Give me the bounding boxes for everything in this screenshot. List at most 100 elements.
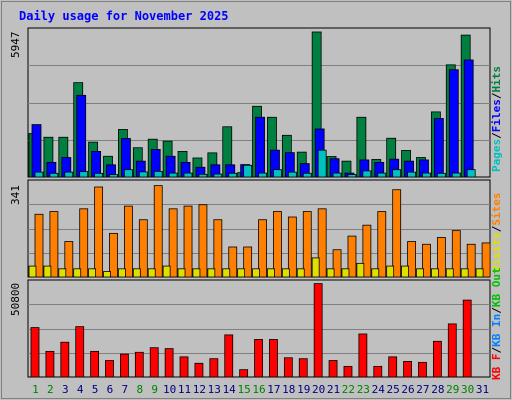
legend-entry: Pages bbox=[490, 139, 503, 172]
x-tick-label: 14 bbox=[223, 383, 237, 396]
sites-bar bbox=[258, 219, 267, 278]
kbf-bar bbox=[269, 339, 278, 378]
x-tick-label: 5 bbox=[92, 383, 99, 396]
sites-bar bbox=[138, 219, 148, 278]
pages-bar bbox=[153, 170, 163, 178]
kbf-bar bbox=[30, 327, 40, 378]
pages-bar bbox=[34, 171, 44, 178]
visits-bar bbox=[401, 265, 409, 278]
visits-bar bbox=[43, 265, 52, 278]
legend-separator: / bbox=[490, 92, 503, 99]
files-bar bbox=[31, 124, 42, 178]
pages-bar bbox=[49, 172, 59, 178]
sites-bar bbox=[302, 211, 312, 278]
visits-bar bbox=[296, 268, 305, 278]
legend-separator: / bbox=[490, 307, 503, 314]
x-tick-label: 12 bbox=[193, 383, 206, 396]
legend-entry: KB F bbox=[490, 354, 503, 381]
visits-bar bbox=[132, 268, 141, 278]
visits-bar bbox=[207, 268, 216, 278]
visits-bar bbox=[460, 268, 469, 278]
visits-bar bbox=[267, 268, 275, 278]
kbf-bar bbox=[105, 360, 114, 378]
legend-separator: / bbox=[490, 347, 503, 354]
pages-bar bbox=[407, 171, 416, 178]
kbf-bar bbox=[403, 361, 412, 378]
kbf-bar bbox=[120, 353, 129, 378]
sites-bar bbox=[64, 241, 74, 278]
pages-bar bbox=[213, 173, 223, 178]
sites-bar bbox=[228, 246, 238, 278]
files-bar bbox=[463, 59, 474, 178]
sites-bar bbox=[198, 204, 208, 278]
sites-bar bbox=[466, 243, 476, 278]
kbf-bar bbox=[313, 283, 323, 378]
kbf-bar bbox=[358, 333, 368, 378]
kbf-bar bbox=[75, 326, 85, 378]
x-tick-label: 28 bbox=[431, 383, 444, 396]
kb-ymax-label: 50800 bbox=[9, 283, 22, 316]
pages-bar bbox=[273, 169, 282, 178]
sites-bar bbox=[481, 242, 491, 278]
x-tick-label: 9 bbox=[151, 383, 158, 396]
visits-bar bbox=[237, 268, 246, 278]
kbf-bar bbox=[164, 348, 174, 378]
kbf-bar bbox=[179, 356, 189, 378]
visits-bar bbox=[162, 265, 171, 278]
visits-bar bbox=[416, 268, 424, 278]
x-tick-label: 18 bbox=[282, 383, 295, 396]
pages-bar bbox=[124, 169, 133, 178]
legend-separator: / bbox=[490, 225, 503, 232]
x-tick-label: 10 bbox=[163, 383, 176, 396]
chart-title: Daily usage for November 2025 bbox=[19, 9, 229, 23]
kbf-bar bbox=[328, 360, 338, 378]
legend-entry: KB Out bbox=[490, 267, 503, 307]
sites-bar bbox=[213, 219, 223, 278]
visits-bar bbox=[103, 271, 111, 278]
sites-bar bbox=[183, 205, 193, 278]
sites-bar bbox=[451, 230, 461, 278]
visits-bar bbox=[252, 268, 260, 278]
pages-bar bbox=[317, 149, 327, 178]
kbf-bar bbox=[149, 347, 159, 378]
pages-bar bbox=[228, 172, 238, 178]
x-tick-label: 8 bbox=[136, 383, 143, 396]
legend-3: KB F/KB In/KB Out bbox=[490, 267, 503, 380]
sites-ymax-label: 341 bbox=[9, 185, 22, 205]
hits-ymax-label: 5947 bbox=[9, 32, 22, 59]
x-tick-label: 16 bbox=[252, 383, 265, 396]
sites-bar bbox=[407, 241, 416, 278]
visits-bar bbox=[192, 268, 201, 278]
visits-bar bbox=[147, 268, 156, 278]
kbf-bar bbox=[447, 323, 457, 378]
pages-bar bbox=[287, 171, 297, 178]
sites-bar bbox=[377, 211, 387, 278]
legend-entry: KB In bbox=[490, 314, 503, 347]
visits-bar bbox=[281, 268, 290, 278]
pages-bar bbox=[94, 172, 104, 178]
x-tick-label: 17 bbox=[267, 383, 280, 396]
visits-bar bbox=[475, 268, 484, 278]
kbf-bar bbox=[298, 358, 308, 378]
x-tick-label: 4 bbox=[77, 383, 84, 396]
pages-bar bbox=[64, 171, 74, 178]
kbf-bar bbox=[45, 350, 55, 378]
sites-bar bbox=[332, 249, 342, 278]
sites-bar bbox=[243, 246, 253, 278]
pages-bar bbox=[377, 172, 387, 178]
pages-bar bbox=[183, 172, 193, 178]
visits-bar bbox=[371, 268, 380, 278]
sites-bar bbox=[109, 232, 118, 278]
kbf-bar bbox=[209, 358, 219, 378]
pages-bar bbox=[258, 172, 267, 178]
visits-bar bbox=[311, 257, 320, 278]
sites-bar bbox=[287, 216, 297, 278]
legend-entry: Sites bbox=[490, 193, 503, 226]
legend-1: Pages/Files/Hits bbox=[490, 66, 503, 172]
files-bar bbox=[76, 94, 87, 178]
kbf-bar bbox=[60, 341, 70, 378]
visits-bar bbox=[341, 268, 350, 278]
sites-bar bbox=[392, 189, 402, 278]
x-tick-label: 3 bbox=[62, 383, 69, 396]
